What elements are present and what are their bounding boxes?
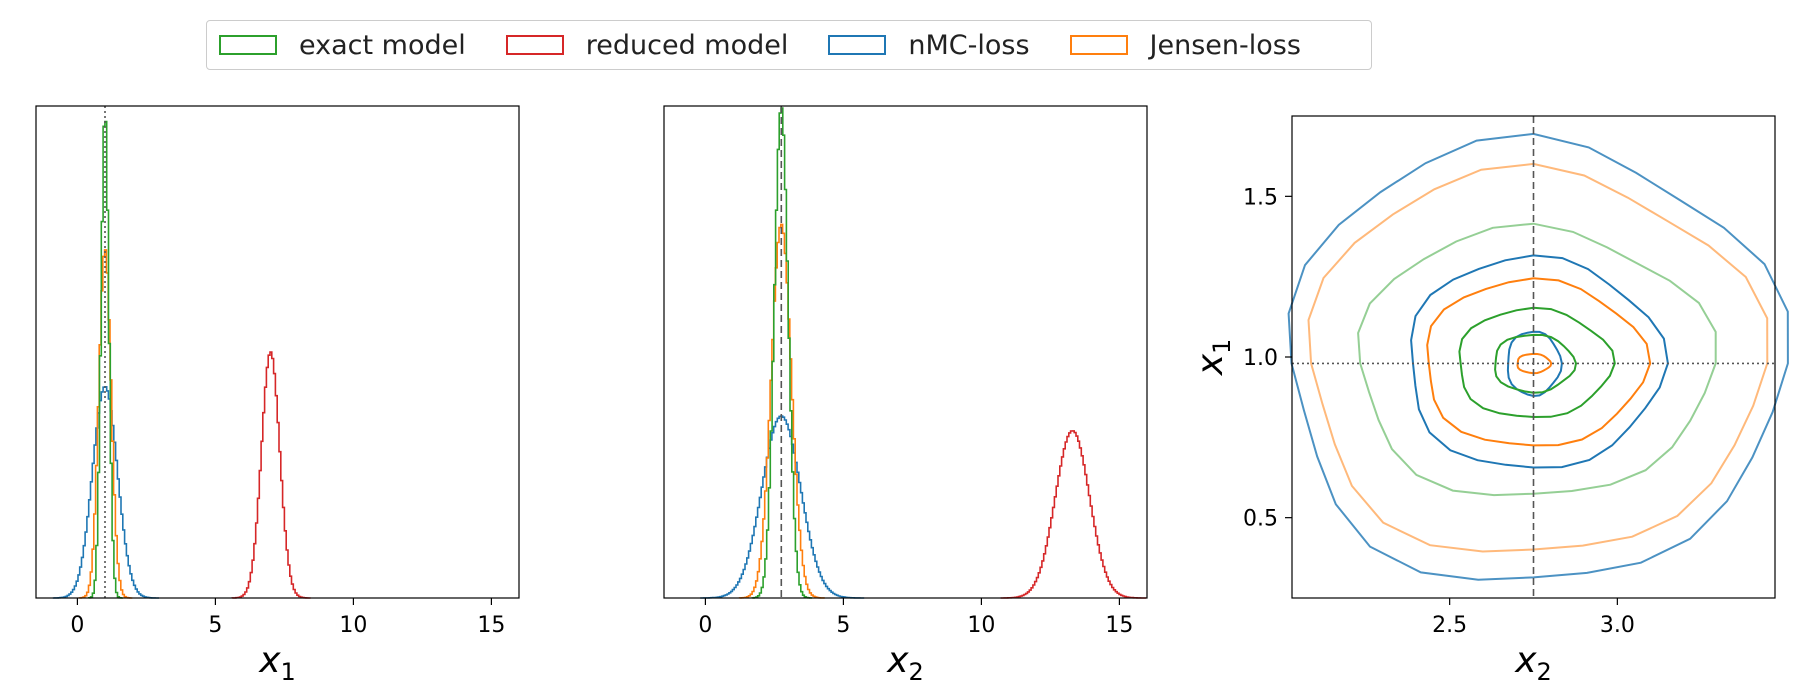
x-tick-label: 5: [836, 613, 850, 638]
contour-exact-model-level-2: [1458, 306, 1616, 419]
hist-series-jensen-loss: [78, 249, 133, 599]
legend-swatch-nmc: [828, 35, 887, 55]
x-tick-label: 5: [208, 613, 222, 638]
x-axis-label: x2: [886, 640, 924, 686]
legend: exact model reduced model nMC-loss Jense…: [206, 20, 1372, 70]
legend-label-jensen: Jensen-loss: [1149, 29, 1301, 61]
x-tick-label: 2.5: [1432, 613, 1467, 638]
panel-x1-histogram: 0 5 10 15 x1: [35, 105, 520, 686]
legend-item-exact: exact model: [219, 30, 466, 61]
y-tick-label: 0.5: [1243, 507, 1278, 532]
x-tick-label: 10: [967, 613, 995, 638]
x-axis-label: x1: [258, 640, 296, 686]
legend-swatch-jensen: [1069, 35, 1128, 55]
legend-swatch-reduced: [505, 35, 564, 55]
legend-item-nmc: nMC-loss: [828, 29, 1030, 61]
hist-series-jensen-loss: [738, 223, 825, 599]
contour-jensen-loss-level-1: [1307, 162, 1769, 553]
hist-series-reduced-model: [1000, 430, 1147, 599]
x-tick-label: 15: [477, 613, 505, 638]
y-tick-label: 1.5: [1243, 185, 1278, 210]
contour-exact-model-level-3: [1494, 333, 1578, 394]
hist-series-nmc-loss: [700, 415, 865, 599]
legend-label-nmc: nMC-loss: [908, 29, 1030, 61]
x-tick-label: 10: [339, 613, 367, 638]
contour-exact-model-level-1: [1357, 222, 1717, 497]
legend-swatch-exact: [219, 35, 277, 55]
x-tick-label: 0: [70, 613, 84, 638]
legend-label-reduced: reduced model: [585, 29, 789, 61]
axes-frame: [663, 105, 1148, 599]
x-tick-label: 3.0: [1600, 613, 1635, 638]
x-tick-label: 15: [1105, 613, 1133, 638]
panel-x2-histogram: 0 5 10 15 x2: [663, 105, 1148, 686]
legend-item-jensen: Jensen-loss: [1069, 29, 1301, 61]
legend-item-reduced: reduced model: [505, 29, 789, 61]
panel-contour: 2.5 3.0 0.5 1.0 1.5 x2 x1: [1190, 115, 1789, 686]
contour-nmc-loss-level-2: [1410, 254, 1669, 469]
y-axis-label: x1: [1190, 339, 1236, 377]
hist-series-exact-model: [88, 120, 123, 599]
contour-nmc-loss-level-1: [1287, 132, 1789, 581]
y-tick-label: 1.0: [1243, 346, 1278, 371]
hist-series-exact-model: [751, 107, 813, 599]
legend-label-exact: exact model: [299, 29, 466, 61]
axes-frame: [35, 105, 520, 599]
hist-series-reduced-model: [231, 351, 311, 599]
x-axis-label: x2: [1514, 640, 1552, 686]
hist-series-nmc-loss: [52, 386, 159, 599]
x-tick-label: 0: [698, 613, 712, 638]
